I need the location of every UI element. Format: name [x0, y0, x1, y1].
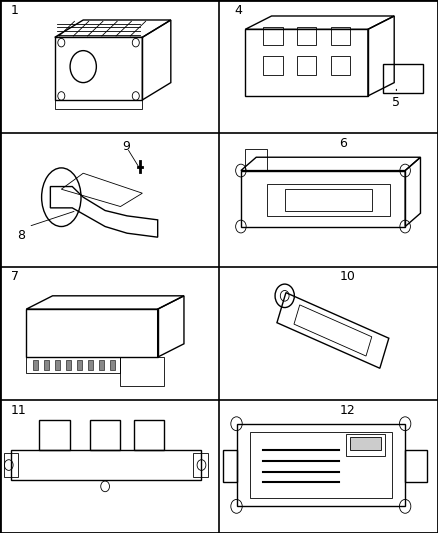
Text: 10: 10	[339, 271, 355, 284]
Bar	[331, 56, 350, 75]
Text: 9: 9	[123, 140, 131, 153]
Text: 8: 8	[18, 229, 25, 242]
Text: 4: 4	[234, 4, 242, 17]
Text: 7: 7	[11, 271, 19, 284]
Bar	[39, 420, 70, 450]
Text: 1: 1	[11, 4, 19, 17]
Text: 12: 12	[339, 404, 355, 417]
Bar	[33, 360, 39, 370]
Bar	[134, 420, 164, 450]
Bar	[110, 360, 115, 370]
Bar	[277, 293, 389, 368]
Bar	[55, 360, 60, 370]
Bar	[294, 305, 372, 356]
Bar	[66, 360, 71, 370]
Bar	[77, 360, 82, 370]
Bar	[90, 420, 120, 450]
Polygon shape	[350, 437, 381, 450]
Bar	[99, 360, 104, 370]
Bar	[263, 56, 283, 75]
Bar	[263, 27, 283, 45]
Text: 11: 11	[11, 404, 27, 417]
Bar	[297, 56, 316, 75]
Text: 6: 6	[339, 138, 347, 150]
Bar	[297, 27, 316, 45]
Bar	[88, 360, 93, 370]
Bar	[331, 27, 350, 45]
Bar	[44, 360, 49, 370]
Text: 5: 5	[392, 96, 400, 109]
